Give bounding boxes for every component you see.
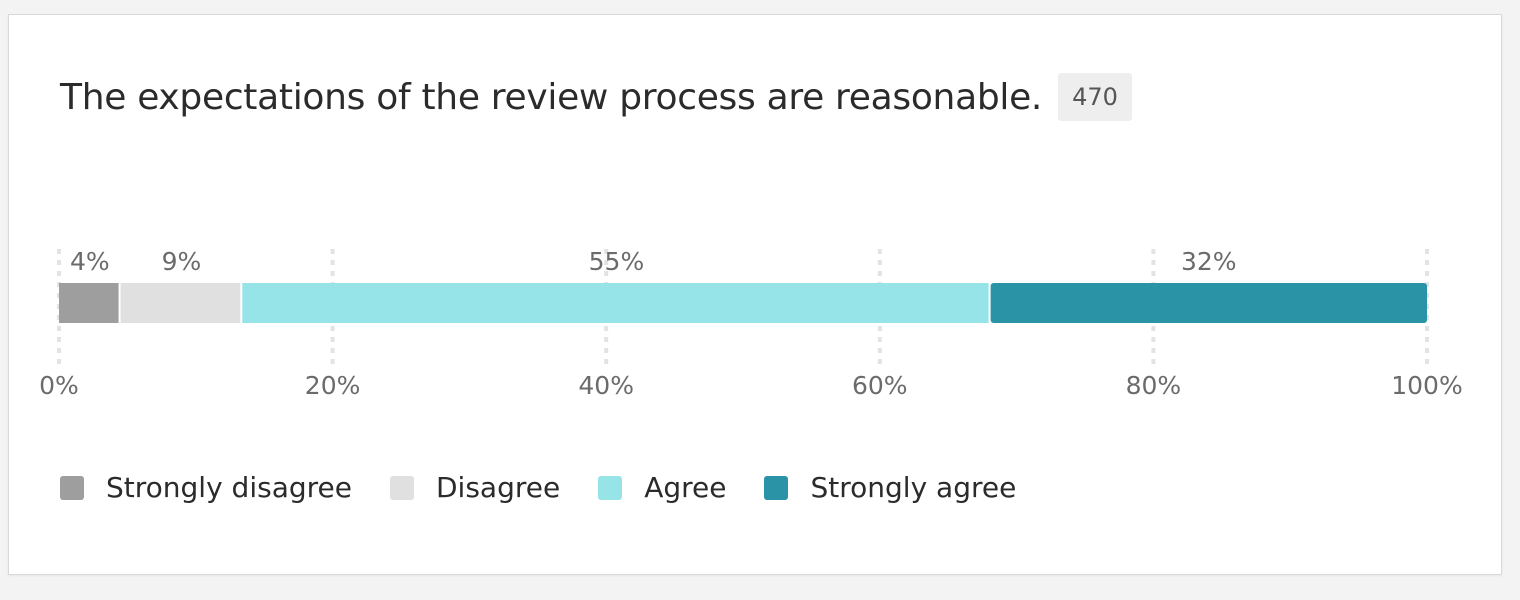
legend-item[interactable]: Agree [598, 471, 726, 504]
legend-swatch [764, 475, 789, 500]
legend-item[interactable]: Disagree [389, 471, 561, 504]
x-tick-label: 20% [305, 371, 361, 400]
x-tick-label: 0% [39, 371, 79, 400]
title-row: The expectations of the review process a… [60, 73, 1132, 121]
legend-label: Strongly agree [810, 471, 1017, 504]
legend-label: Strongly disagree [106, 471, 352, 504]
response-count-badge: 470 [1058, 73, 1132, 121]
bar-segment[interactable] [120, 283, 241, 323]
legend-swatch [598, 475, 623, 500]
bar-segment[interactable] [990, 283, 1427, 323]
legend-label: Agree [644, 471, 727, 504]
legend-item[interactable]: Strongly agree [764, 471, 1016, 504]
legend-label: Disagree [435, 471, 561, 504]
bar-data-label: 4% [70, 247, 110, 276]
chart-card: The expectations of the review process a… [8, 14, 1502, 575]
x-tick-label: 40% [578, 371, 634, 400]
bar-segment[interactable] [242, 283, 989, 323]
stacked-bar-chart: 4% 9% 55% 32% 0% 20% 40% 60% 80% 100% [39, 247, 1463, 400]
x-tick-label: 100% [1391, 371, 1462, 400]
legend-swatch [389, 475, 414, 500]
legend-item[interactable]: Strongly disagree [60, 471, 352, 504]
bar-data-label: 32% [1181, 247, 1237, 276]
bar-data-label: 9% [162, 247, 202, 276]
bar-segments [59, 283, 1427, 323]
x-tick-label: 60% [852, 371, 908, 400]
bar-data-label: 55% [589, 247, 645, 276]
data-labels: 4% 9% 55% 32% [70, 247, 1237, 276]
legend: Strongly disagree Disagree Agree Strongly a… [60, 471, 1054, 504]
chart-title: The expectations of the review process a… [60, 76, 1043, 118]
tick-labels: 0% 20% 40% 60% 80% 100% [39, 371, 1463, 400]
legend-swatch [60, 475, 84, 500]
bar-segment[interactable] [59, 283, 119, 323]
x-tick-label: 80% [1126, 371, 1182, 400]
